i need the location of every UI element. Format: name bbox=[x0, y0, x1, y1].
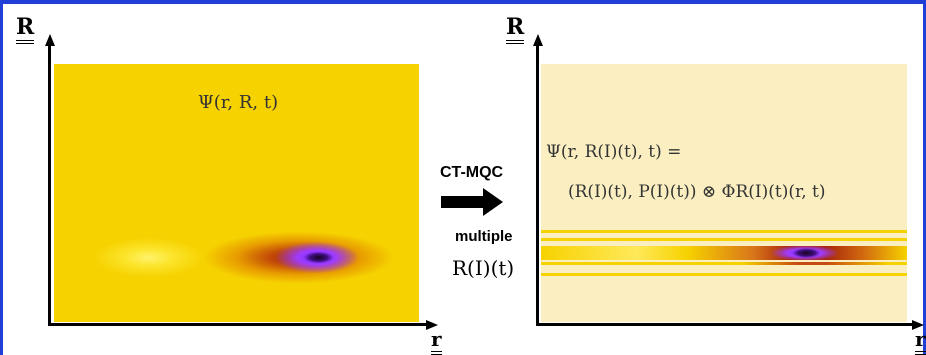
right-y-axis-label: R bbox=[506, 14, 525, 44]
right-x-axis-label: r bbox=[915, 327, 926, 355]
trajectory-stripe bbox=[541, 230, 907, 233]
equation-line-2-text: (R(I)(t), P(I)(t)) ⊗ ΦR(I)(t)(r, t) bbox=[568, 182, 826, 202]
left-x-axis bbox=[48, 323, 428, 326]
equation-line-1-text: Ψ(r, R(I)(t), t) = bbox=[546, 142, 682, 162]
frame-border-left bbox=[0, 0, 3, 355]
right-y-axis-arrowhead bbox=[532, 34, 543, 46]
transition-arrow-icon bbox=[441, 188, 503, 216]
left-x-axis-label: r bbox=[431, 327, 442, 355]
density-plot-full bbox=[54, 64, 419, 322]
right-x-axis bbox=[536, 323, 914, 326]
trajectory-label: R(I)(t) bbox=[452, 256, 514, 280]
frame-border-top bbox=[0, 0, 926, 4]
trajectory-stripe bbox=[541, 238, 907, 241]
trajectory-stripe bbox=[541, 262, 907, 265]
right-x-axis-arrowhead bbox=[912, 319, 924, 330]
left-y-axis bbox=[48, 44, 51, 326]
equation-line-2: (R(I)(t), P(I)(t)) ⊗ ΦR(I)(t)(r, t) bbox=[568, 182, 826, 202]
left-x-axis-arrowhead bbox=[426, 319, 438, 330]
wavefunction-text: Ψ(r, R, t) bbox=[198, 92, 279, 113]
frame-border-right bbox=[923, 0, 926, 355]
left-y-axis-label: R bbox=[16, 14, 35, 44]
density-plot-trajectories bbox=[541, 64, 907, 322]
equation-line-1: Ψ(r, R(I)(t), t) = bbox=[546, 142, 681, 162]
left-wavefunction-label: Ψ(r, R, t) bbox=[198, 92, 278, 113]
right-y-axis bbox=[536, 44, 539, 326]
method-label: CT-MQC bbox=[440, 164, 504, 181]
multiple-label: multiple bbox=[455, 228, 513, 245]
trajectory-stripe-peak bbox=[541, 246, 907, 260]
trajectory-text: R(I)(t) bbox=[452, 256, 515, 280]
trajectory-stripe bbox=[541, 273, 907, 276]
left-y-axis-arrowhead bbox=[44, 34, 55, 46]
